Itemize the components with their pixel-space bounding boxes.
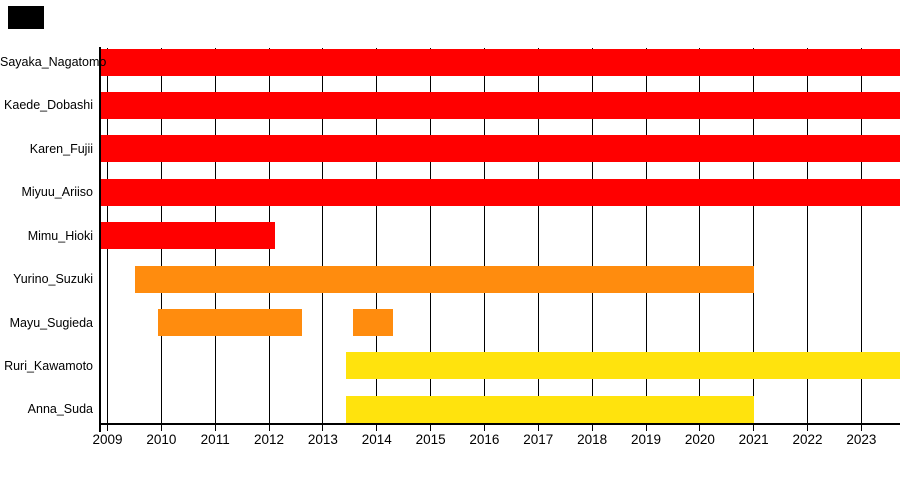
x-tick-label: 2010 [146, 432, 177, 447]
x-tick-mark [376, 425, 378, 431]
x-tick-label: 2012 [254, 432, 285, 447]
row-label: Miyuu_Ariiso [21, 185, 93, 200]
gridline [430, 48, 432, 423]
x-tick-mark [645, 425, 647, 431]
x-tick-label: 2017 [523, 432, 554, 447]
x-tick-label: 2016 [469, 432, 500, 447]
x-tick-mark [160, 425, 162, 431]
row-label: Kaede_Dobashi [4, 98, 93, 113]
x-tick-mark [860, 425, 862, 431]
gridline [645, 48, 647, 423]
bar-segment [346, 395, 754, 423]
x-tick-mark [322, 425, 324, 431]
bar-segment [346, 352, 900, 380]
x-tick-mark [214, 425, 216, 431]
x-tick-label: 2011 [200, 432, 230, 447]
x-tick-label: 2021 [738, 432, 769, 447]
x-tick-mark [591, 425, 593, 431]
x-tick-label: 2018 [577, 432, 608, 447]
row-label: Mimu_Hioki [27, 228, 93, 243]
bar-segment [101, 91, 900, 119]
bar-segment [101, 48, 900, 76]
row-label: Mayu_Sugieda [9, 315, 93, 330]
x-tick-label: 2020 [684, 432, 715, 447]
x-tick-mark [753, 425, 755, 431]
x-tick-label: 2009 [92, 432, 123, 447]
x-tick-label: 2015 [415, 432, 446, 447]
x-tick-label: 2013 [307, 432, 338, 447]
gridline [537, 48, 539, 423]
bar-segment [101, 135, 900, 163]
gridline [322, 48, 324, 423]
gridline [807, 48, 809, 423]
x-tick-label: 2019 [630, 432, 662, 447]
x-tick-mark [699, 425, 701, 431]
row-label: Yurino_Suzuki [13, 272, 93, 287]
x-tick-mark [430, 425, 432, 431]
bar-segment [353, 309, 394, 337]
x-tick-mark [268, 425, 270, 431]
row-label: Anna_Suda [27, 402, 93, 417]
x-tick-mark [107, 425, 108, 431]
x-tick-mark [807, 425, 809, 431]
x-tick-mark [483, 425, 485, 431]
x-tick-label: 2023 [846, 432, 877, 447]
row-label: Ruri_Kawamoto [4, 358, 93, 373]
row-label: Sayaka_Nagatomo [0, 55, 107, 69]
gridline [860, 48, 862, 423]
bar-segment [134, 265, 754, 293]
bar-segment [101, 178, 900, 206]
y-axis-line [99, 47, 101, 432]
gridline [376, 48, 378, 423]
x-tick-mark [537, 425, 539, 431]
gridline [753, 48, 755, 423]
corner-marker [8, 6, 44, 29]
gridline [483, 48, 485, 423]
x-axis-line [99, 423, 900, 425]
x-tick-label: 2014 [361, 432, 392, 447]
gridline [591, 48, 593, 423]
x-tick-label: 2022 [792, 432, 823, 447]
bar-segment [101, 222, 275, 250]
row-label: Karen_Fujii [29, 141, 93, 156]
gridline [699, 48, 701, 423]
bar-segment [158, 309, 302, 337]
